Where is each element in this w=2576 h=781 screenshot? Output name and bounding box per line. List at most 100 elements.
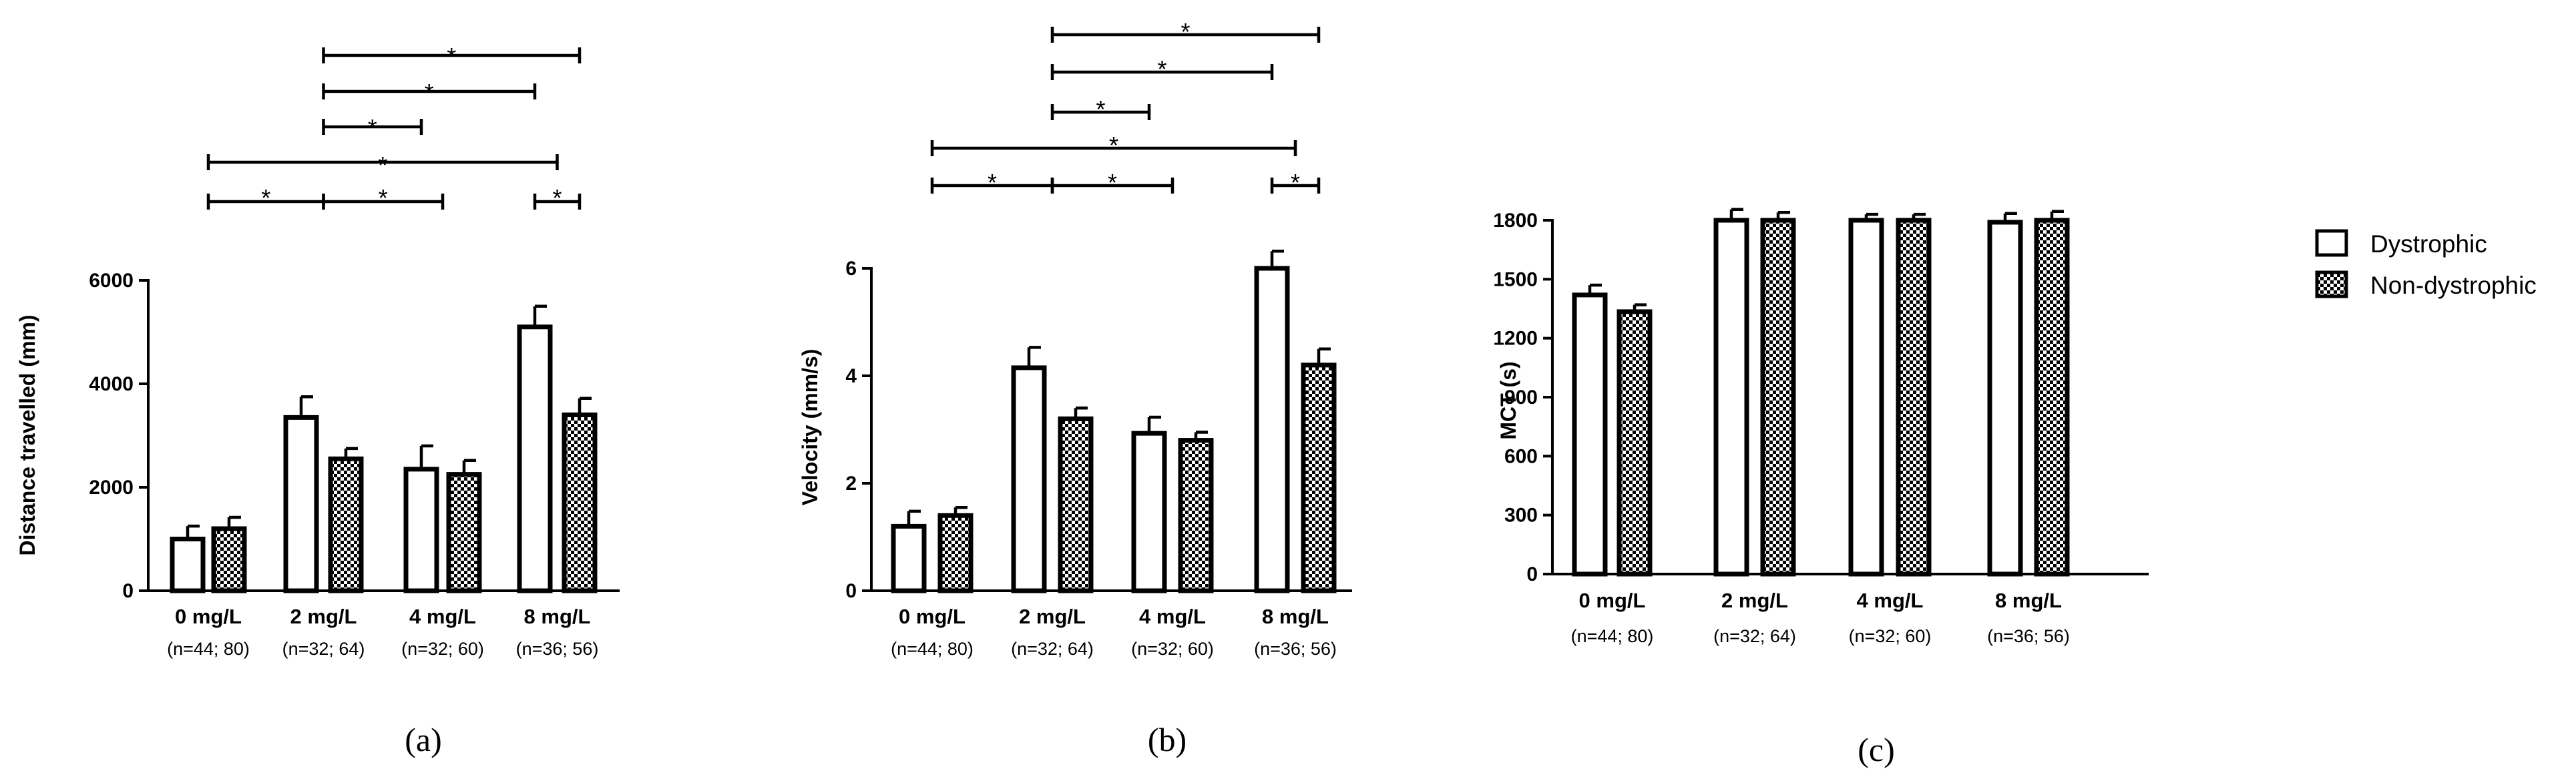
panel-c-bar-dystrophic-0-mg-l	[1572, 292, 1608, 577]
panel-c-y-tick-label: 600	[1504, 445, 1538, 467]
panel-a-sample-size-label: (n=32; 60)	[401, 639, 484, 659]
panel-a-sample-size-label: (n=44; 80)	[167, 639, 250, 659]
panel-a-y-axis-label: Distance travelled (mm)	[15, 314, 39, 555]
legend: Dystrophic Non-dystrophic	[2315, 229, 2537, 299]
panel-c-sample-size-label: (n=32; 64)	[1713, 626, 1796, 646]
panel-b-bar-dystrophic-2-mg-l	[1011, 365, 1047, 593]
panel-a-y-tick-label: 0	[122, 580, 134, 602]
panel-b-bar-non-dystrophic-2-mg-l	[1058, 416, 1094, 593]
panel-c-y-tick-label: 900	[1504, 386, 1538, 409]
panel-a-significance-bracket	[322, 83, 537, 99]
panel-a-significance-bracket	[206, 154, 559, 170]
panel-a-x-tick-label: 8 mg/L	[524, 605, 591, 628]
panel-a-bar-dystrophic-0-mg-l	[170, 537, 206, 593]
panel-c-y-tick-label: 1800	[1493, 210, 1538, 232]
panel-a-bar-non-dystrophic-4-mg-l	[446, 472, 482, 593]
panel-a-bar-non-dystrophic-8-mg-l	[562, 413, 598, 593]
panel-a-bar-dystrophic-2-mg-l	[283, 415, 319, 593]
panel-b-bar-non-dystrophic-0-mg-l	[937, 513, 974, 593]
panel-c-bar-non-dystrophic-4-mg-l	[1896, 218, 1932, 577]
panel-a-distance-chart: 0 2000 4000 6000 Distance travelled (mm) 0 mg…	[15, 43, 620, 758]
panel-b-significance-marker: *	[1180, 18, 1190, 45]
panel-b-velocity-chart: 0 2 4 6 Velocity (mm/s) 0 mg/L (n=44; 80) 2 mg/…	[798, 18, 1352, 758]
panel-b-significance-marker: *	[988, 169, 997, 196]
panel-b-x-tick-label: 2 mg/L	[1019, 605, 1086, 628]
panel-a-y-tick-label: 6000	[89, 270, 134, 292]
panel-c-y-tick-label: 300	[1504, 505, 1538, 527]
panel-b-x-tick-label: 0 mg/L	[899, 605, 965, 628]
panel-c-y-tick-label: 1500	[1493, 268, 1538, 290]
panel-b-bar-dystrophic-4-mg-l	[1131, 431, 1167, 593]
panel-b-y-tick-label: 6	[845, 258, 857, 280]
panel-a-sample-size-label: (n=36; 56)	[516, 639, 599, 659]
panel-b-significance-bracket	[1270, 178, 1321, 194]
panel-a-label: (a)	[405, 721, 442, 758]
panel-a-significance-bracket	[533, 194, 582, 210]
panel-a-sample-size-label: (n=32; 64)	[282, 639, 365, 659]
panel-b-y-tick-label: 0	[845, 580, 857, 602]
panel-b-significance-bracket	[930, 140, 1297, 156]
panel-a-significance-marker: *	[447, 43, 456, 70]
panel-c-bar-non-dystrophic-2-mg-l	[1760, 218, 1796, 577]
panel-c-y-tick-label: 1200	[1493, 328, 1538, 350]
panel-c-x-tick-label: 8 mg/L	[1995, 589, 2062, 612]
panel-c-sample-size-label: (n=36; 56)	[1987, 626, 2070, 646]
panel-b-significance-bracket	[1050, 64, 1274, 80]
panel-a-significance-bracket	[322, 119, 423, 135]
panel-a-bar-dystrophic-8-mg-l	[517, 324, 553, 593]
panel-a-significance-bracket	[322, 47, 582, 63]
panel-b-significance-marker: *	[1157, 55, 1166, 83]
panel-a-bar-dystrophic-4-mg-l	[403, 467, 439, 593]
panel-a-significance-marker: *	[378, 152, 387, 179]
panel-a-significance-marker: *	[261, 184, 270, 212]
panel-b-significance-marker: *	[1096, 95, 1105, 123]
panel-b-x-tick-label: 8 mg/L	[1262, 605, 1329, 628]
panel-b-bar-dystrophic-8-mg-l	[1254, 266, 1290, 593]
legend-swatch-non-dystrophic	[2315, 270, 2348, 298]
panel-b-significance-marker: *	[1291, 169, 1300, 196]
panel-c-x-tick-label: 2 mg/L	[1721, 589, 1788, 612]
panel-a-significance-marker: *	[379, 184, 388, 212]
panel-c-label: (c)	[1858, 731, 1895, 768]
legend-label-non-dystrophic: Non-dystrophic	[2370, 272, 2537, 299]
panel-c-sample-size-label: (n=32; 60)	[1849, 626, 1932, 646]
panel-a-significance-marker: *	[368, 114, 377, 142]
panel-b-significance-bracket	[1050, 27, 1321, 43]
panel-a-x-tick-label: 4 mg/L	[409, 605, 476, 628]
panel-a-bar-non-dystrophic-0-mg-l	[211, 526, 247, 593]
panel-c-bar-dystrophic-2-mg-l	[1713, 218, 1749, 577]
panel-a-significance-marker: *	[552, 184, 562, 212]
panel-a-significance-bracket	[322, 194, 445, 210]
panel-c-mct-chart: 0 300 600 900 1200 1500 1800 MCT (s) 0 mg/L (n=44…	[1493, 208, 2149, 768]
panel-b-sample-size-label: (n=32; 60)	[1131, 639, 1214, 659]
panel-a-bar-non-dystrophic-2-mg-l	[328, 456, 364, 593]
panel-b-sample-size-label: (n=32; 64)	[1011, 639, 1094, 659]
panel-b-significance-bracket	[1050, 178, 1174, 194]
panel-c-x-tick-label: 0 mg/L	[1579, 589, 1646, 612]
panel-b-bar-non-dystrophic-8-mg-l	[1301, 362, 1337, 593]
panel-b-y-axis-label: Velocity (mm/s)	[798, 349, 822, 506]
panel-b-bar-dystrophic-0-mg-l	[891, 523, 927, 593]
panel-b-significance-marker: *	[1108, 169, 1117, 196]
panel-c-y-tick-label: 0	[1526, 563, 1538, 585]
panel-b-x-tick-label: 4 mg/L	[1139, 605, 1206, 628]
panel-c-bar-dystrophic-4-mg-l	[1848, 218, 1884, 577]
legend-swatch-dystrophic	[2315, 229, 2348, 257]
panel-c-bar-non-dystrophic-0-mg-l	[1617, 309, 1653, 577]
panel-b-significance-bracket	[1050, 104, 1151, 120]
legend-label-dystrophic: Dystrophic	[2370, 230, 2487, 258]
panel-c-bar-dystrophic-8-mg-l	[1987, 220, 2023, 577]
panel-b-bar-non-dystrophic-4-mg-l	[1178, 438, 1214, 593]
panel-c-y-axis-label: MCT (s)	[1496, 361, 1520, 439]
panel-a-x-tick-label: 2 mg/L	[290, 605, 357, 628]
panel-b-y-tick-label: 4	[845, 365, 857, 387]
panel-b-sample-size-label: (n=36; 56)	[1254, 639, 1337, 659]
panel-b-sample-size-label: (n=44; 80)	[891, 639, 974, 659]
panel-b-y-tick-label: 2	[845, 473, 857, 495]
panel-b-significance-marker: *	[1109, 132, 1118, 159]
panel-a-y-tick-label: 2000	[89, 477, 134, 499]
panel-a-x-tick-label: 0 mg/L	[175, 605, 242, 628]
panel-a-significance-marker: *	[425, 79, 434, 106]
panel-a-y-tick-label: 4000	[89, 373, 134, 395]
